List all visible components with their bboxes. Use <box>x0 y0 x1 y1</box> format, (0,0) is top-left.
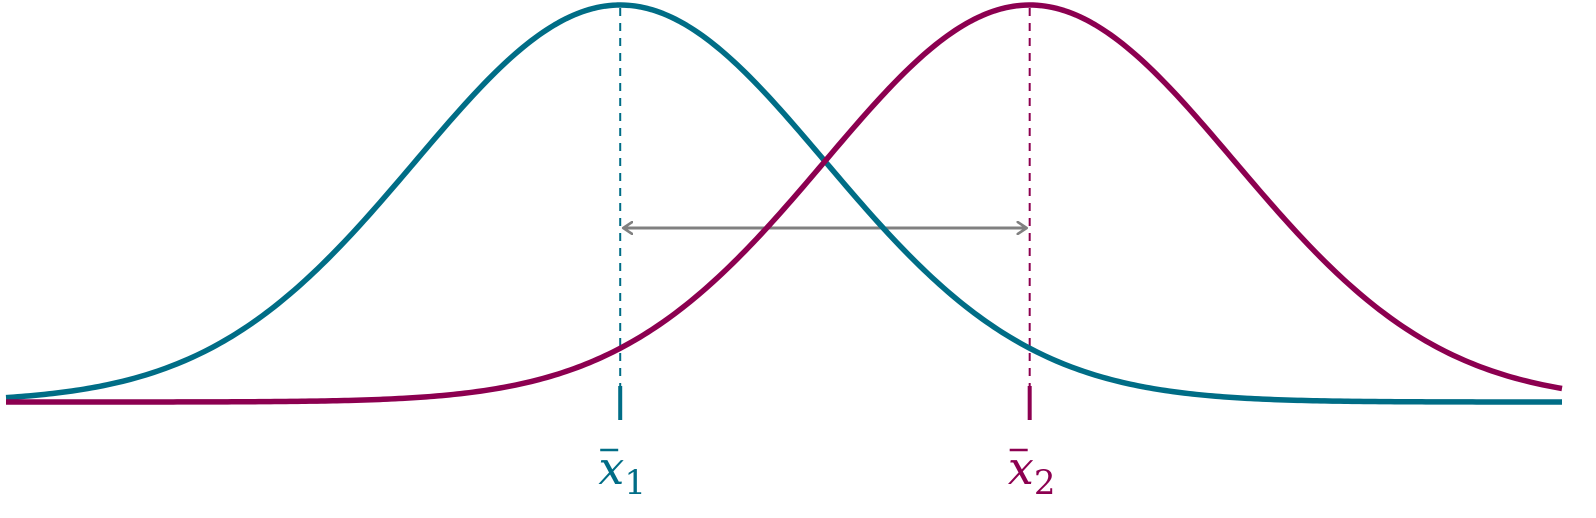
mean-label-1-subscript: 1 <box>624 463 646 503</box>
distribution-curve-1 <box>5 2 1562 405</box>
svg-text:x2: x2 <box>1008 441 1056 503</box>
mean-label-2-symbol: x <box>1008 441 1034 495</box>
mean-label-1: x1 <box>598 441 646 503</box>
distribution-curve-2 <box>6 2 1563 405</box>
svg-text:x1: x1 <box>598 441 646 503</box>
mean-label-2-subscript: 2 <box>1034 463 1056 503</box>
mean-label-1-symbol: x <box>598 441 624 495</box>
mean-label-2: x2 <box>1008 441 1056 503</box>
